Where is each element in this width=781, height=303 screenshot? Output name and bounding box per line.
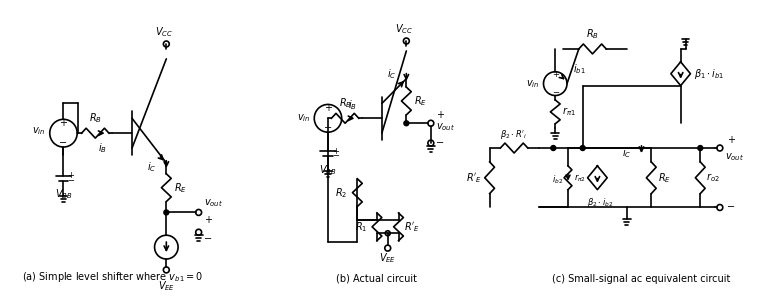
Text: $V_{CC}$: $V_{CC}$ [155,25,173,39]
Text: $i_B$: $i_B$ [348,98,357,112]
Text: $R_B$: $R_B$ [586,27,599,41]
Text: (c) Small-signal ac equivalent circuit: (c) Small-signal ac equivalent circuit [552,274,731,284]
Text: $i_C$: $i_C$ [622,146,632,160]
Text: −: − [436,138,444,148]
Text: −: − [551,88,558,98]
Circle shape [580,145,585,151]
Text: −: − [67,176,74,185]
Text: $\beta_2 \cdot i_{b2}$: $\beta_2 \cdot i_{b2}$ [587,196,614,208]
Text: $v_{in}$: $v_{in}$ [526,78,540,89]
Text: $i_{b1}$: $i_{b1}$ [573,62,586,76]
Text: (b) Actual circuit: (b) Actual circuit [337,274,418,284]
Text: $\beta_1 \cdot i_{b1}$: $\beta_1 \cdot i_{b1}$ [694,67,725,81]
Text: −: − [59,138,67,148]
Text: $V_{EE}$: $V_{EE}$ [379,251,396,265]
Text: +: + [204,215,212,225]
Circle shape [164,210,169,215]
Text: $R_B$: $R_B$ [89,112,102,125]
Text: (a) Simple level shifter where $v_{b1} = 0$: (a) Simple level shifter where $v_{b1} =… [22,270,203,284]
Text: +: + [332,147,339,155]
Text: $i_B$: $i_B$ [98,141,107,155]
Text: $v_{out}$: $v_{out}$ [725,151,744,163]
Text: $i_{b2}$: $i_{b2}$ [552,174,563,186]
Text: −: − [324,123,332,133]
Text: −: − [332,152,339,161]
Text: +: + [324,103,332,113]
Text: +: + [59,118,67,128]
Text: $R_2$: $R_2$ [335,186,348,199]
Text: +: + [726,135,735,145]
Text: $r_{o2}$: $r_{o2}$ [706,171,720,184]
Text: $r_{\pi2}$: $r_{\pi2}$ [574,172,586,184]
Text: $R_E$: $R_E$ [174,181,187,195]
Text: $V_{CC}$: $V_{CC}$ [395,22,413,36]
Text: $R'_E$: $R'_E$ [465,171,482,185]
Circle shape [404,121,408,126]
Text: $v_{out}$: $v_{out}$ [204,198,223,209]
Text: $V_{BB}$: $V_{BB}$ [319,163,337,177]
Circle shape [551,145,556,151]
Text: $v_{out}$: $v_{out}$ [436,121,455,133]
Text: $v_{in}$: $v_{in}$ [297,112,310,124]
Text: $i_C$: $i_C$ [147,160,156,174]
Text: $r_{\pi1}$: $r_{\pi1}$ [562,105,576,118]
Text: $i_C$: $i_C$ [387,67,397,81]
Text: $R_E$: $R_E$ [414,94,427,108]
Text: $R_B$: $R_B$ [339,97,351,110]
Text: $v_{in}$: $v_{in}$ [32,125,46,137]
Text: +: + [552,70,558,79]
Text: $R'_E$: $R'_E$ [405,220,420,234]
Text: +: + [67,171,74,180]
Text: +: + [436,110,444,120]
Text: $R_1$: $R_1$ [355,220,367,234]
Text: $V_{BB}$: $V_{BB}$ [55,188,72,201]
Text: −: − [726,202,735,212]
Circle shape [697,145,703,151]
Text: −: − [204,234,212,244]
Text: $V_{EE}$: $V_{EE}$ [158,279,175,293]
Text: $R_E$: $R_E$ [658,171,671,185]
Text: $\beta_2 \cdot R'_{i}$: $\beta_2 \cdot R'_{i}$ [501,128,528,141]
